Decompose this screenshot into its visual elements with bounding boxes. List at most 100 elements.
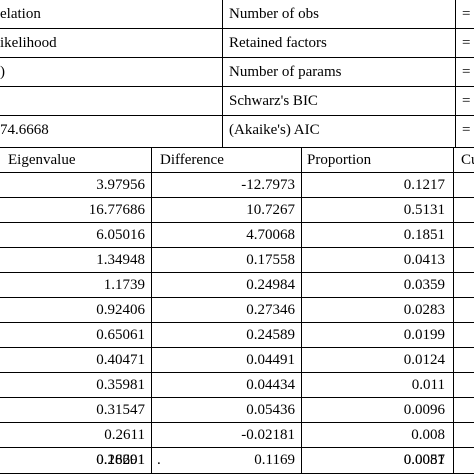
stat-label-left: ) xyxy=(0,64,5,80)
stat-equals: = xyxy=(462,35,471,51)
cell-difference: 0.1169 xyxy=(254,452,295,468)
divider xyxy=(0,86,474,87)
stat-label-left: elation xyxy=(0,6,41,22)
cell-proportion: 0.0359 xyxy=(403,277,445,293)
divider xyxy=(151,148,152,474)
divider xyxy=(0,147,474,148)
column-header-cumulative: Cu xyxy=(461,152,474,168)
cell-proportion: 0.0096 xyxy=(403,402,445,418)
stat-row: ikelihood Retained factors = xyxy=(0,29,474,58)
divider xyxy=(453,148,454,474)
stat-label-akaike-aic: (Akaike's) AIC xyxy=(229,122,320,138)
table-row: 0.28291 0.1169 0.0087 xyxy=(0,448,474,473)
stat-equals: = xyxy=(462,122,471,138)
table-row: 3.97956 -12.7973 0.1217 xyxy=(0,173,474,198)
table-row: 0.2611 -0.02181 0.008 xyxy=(0,423,474,448)
cell-difference: 0.05436 xyxy=(246,402,295,418)
cell-difference: . xyxy=(157,452,161,468)
cell-eigenvalue: 0.2611 xyxy=(104,427,145,443)
cell-difference: 0.27346 xyxy=(246,302,295,318)
cell-eigenvalue: 1.34948 xyxy=(96,252,145,268)
column-header-eigenvalue: Eigenvalue xyxy=(8,152,76,168)
table-row: 1.34948 0.17558 0.0413 xyxy=(0,248,474,273)
stat-equals: = xyxy=(462,64,471,80)
cell-difference: 0.04434 xyxy=(246,377,295,393)
cell-eigenvalue: 0.40471 xyxy=(96,352,145,368)
cell-proportion: 0.0199 xyxy=(403,327,445,343)
cell-proportion: 0.0413 xyxy=(403,252,445,268)
stat-row: 74.6668 (Akaike's) AIC = xyxy=(0,116,474,145)
divider xyxy=(0,28,474,29)
stat-equals: = xyxy=(462,6,471,22)
stat-equals: = xyxy=(462,93,471,109)
cell-difference: 0.17558 xyxy=(246,252,295,268)
divider xyxy=(0,272,474,273)
table-row: 0.35981 0.04434 0.011 xyxy=(0,373,474,398)
column-header-difference: Difference xyxy=(160,152,224,168)
divider xyxy=(0,172,474,173)
cell-eigenvalue: 0.92406 xyxy=(96,302,145,318)
cell-eigenvalue: 1.1739 xyxy=(103,277,145,293)
table-row: 0.40471 0.04491 0.0124 xyxy=(0,348,474,373)
cell-difference: 0.04491 xyxy=(246,352,295,368)
cell-eigenvalue: 6.05016 xyxy=(96,227,145,243)
divider xyxy=(301,148,302,474)
cell-difference: 0.24984 xyxy=(246,277,295,293)
stat-label-number-of-params: Number of params xyxy=(229,64,342,80)
cell-proportion: 0.0051 xyxy=(403,452,445,468)
cell-proportion: 0.011 xyxy=(411,377,445,393)
divider xyxy=(0,57,474,58)
cell-eigenvalue: 0.31547 xyxy=(96,402,145,418)
divider xyxy=(0,422,474,423)
divider xyxy=(0,115,474,116)
divider xyxy=(0,347,474,348)
table-row: 6.05016 4.70068 0.1851 xyxy=(0,223,474,248)
cell-proportion: 0.0087 xyxy=(403,452,445,468)
divider xyxy=(222,0,223,147)
column-header-proportion: Proportion xyxy=(307,152,372,168)
cell-eigenvalue: 0.35981 xyxy=(96,377,145,393)
stat-row: elation Number of obs = xyxy=(0,0,474,29)
cell-proportion: 0.008 xyxy=(411,427,445,443)
cell-eigenvalue: 3.97956 xyxy=(96,177,145,193)
divider xyxy=(0,222,474,223)
divider xyxy=(0,372,474,373)
divider xyxy=(0,197,474,198)
stat-label-left: ikelihood xyxy=(0,35,57,51)
cell-proportion: 0.5131 xyxy=(403,202,445,218)
cell-difference: -0.02181 xyxy=(241,427,295,443)
stat-label-left: 74.6668 xyxy=(0,122,49,138)
table-header: Eigenvalue Difference Proportion Cu xyxy=(0,148,474,173)
stat-label-retained-factors: Retained factors xyxy=(229,35,327,51)
cell-difference: 4.70068 xyxy=(246,227,295,243)
cell-difference: 10.7267 xyxy=(246,202,295,218)
cell-eigenvalue: 0.28291 xyxy=(96,452,145,468)
cell-eigenvalue: 0.16601 xyxy=(96,452,145,468)
divider xyxy=(0,322,474,323)
divider xyxy=(455,0,456,147)
divider xyxy=(0,297,474,298)
cell-difference: -12.7973 xyxy=(241,177,295,193)
cell-proportion: 0.1217 xyxy=(403,177,445,193)
stat-label-left xyxy=(0,87,222,116)
stat-label-number-of-obs: Number of obs xyxy=(229,6,319,22)
divider xyxy=(0,397,474,398)
cell-eigenvalue: 16.77686 xyxy=(88,202,145,218)
stat-row: ) Number of params = xyxy=(0,58,474,87)
cell-proportion: 0.1851 xyxy=(403,227,445,243)
table-row: 0.92406 0.27346 0.0283 xyxy=(0,298,474,323)
summary-statistics: elation Number of obs = ikelihood Retain… xyxy=(0,0,474,148)
table-row: 0.16601 . 0.0051 xyxy=(0,448,474,473)
cell-difference: 0.24589 xyxy=(246,327,295,343)
cell-eigenvalue: 0.65061 xyxy=(96,327,145,343)
table-row: 16.77686 10.7267 0.5131 xyxy=(0,198,474,223)
cell-proportion: 0.0283 xyxy=(403,302,445,318)
divider xyxy=(0,447,474,448)
table-row: 0.31547 0.05436 0.0096 xyxy=(0,398,474,423)
table-row: 0.65061 0.24589 0.0199 xyxy=(0,323,474,348)
stat-row: Schwarz's BIC = xyxy=(0,87,474,116)
divider xyxy=(0,247,474,248)
cell-proportion: 0.0124 xyxy=(403,352,445,368)
table-row: 1.1739 0.24984 0.0359 xyxy=(0,273,474,298)
